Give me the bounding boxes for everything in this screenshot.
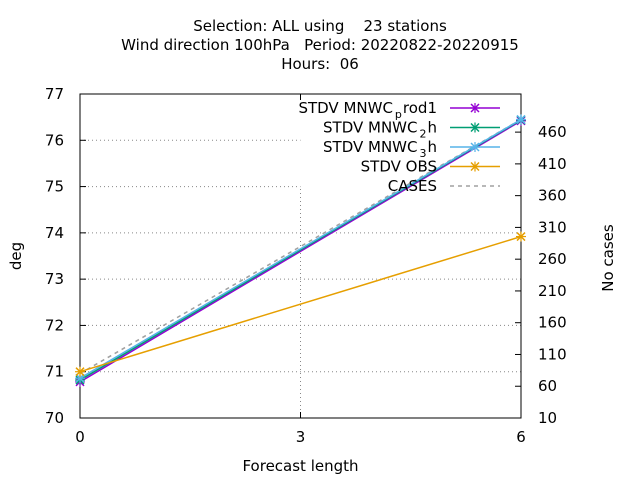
x-tick-label: 3 [296, 428, 306, 446]
y-tick-label: 73 [45, 270, 64, 288]
legend-label: STDV OBS [361, 158, 437, 176]
x-tick-label: 0 [75, 428, 85, 446]
y2-tick-label: 110 [538, 345, 567, 363]
y2-tick-label: 10 [538, 409, 557, 427]
legend-label: STDV MNWC 3h [323, 138, 437, 160]
axes: 0 3 6 70 71 72 73 74 75 76 77 10 60 110 160 210 260 310 36… [45, 85, 567, 446]
y2-axis-label: No cases [599, 224, 617, 292]
y-tick-label: 74 [45, 224, 64, 242]
y2-tick-label: 60 [538, 377, 557, 395]
legend-marker [470, 122, 480, 133]
data-point [516, 231, 526, 242]
y-tick-label: 75 [45, 178, 64, 196]
y2-tick-label: 210 [538, 282, 567, 300]
data-point [75, 366, 85, 377]
x-axis-label: Forecast length [242, 457, 358, 475]
legend-marker [470, 142, 480, 152]
series-line-0 [79, 120, 522, 383]
y2-tick-label: 460 [538, 123, 567, 141]
y-axis-label: deg [7, 242, 25, 270]
grid [80, 139, 521, 418]
x-tick-label: 6 [516, 428, 526, 446]
chart-title-line-1: Selection: ALL using 23 stations [193, 17, 447, 35]
data-point [516, 114, 526, 125]
series-line-2 [79, 118, 522, 379]
legend-marker [470, 161, 480, 172]
series-line-3 [79, 235, 522, 373]
y-tick-label: 77 [45, 85, 64, 103]
y2-tick-label: 260 [538, 250, 567, 268]
legend-marker [470, 103, 480, 113]
chart-title-line-2: Wind direction 100hPa Period: 20220822-2… [121, 36, 519, 54]
y2-tick-label: 360 [538, 187, 567, 205]
y-tick-label: 71 [45, 363, 64, 381]
legend-label: STDV MNWC prod1 [298, 99, 437, 121]
chart-title-line-3: Hours: 06 [281, 55, 359, 73]
legend-label: STDV MNWC 2h [323, 119, 437, 141]
series-group [75, 114, 526, 387]
y-tick-label: 70 [45, 409, 64, 427]
y-tick-label: 76 [45, 131, 64, 149]
y2-tick-label: 410 [538, 155, 567, 173]
y-tick-label: 72 [45, 316, 64, 334]
y2-tick-label: 160 [538, 314, 567, 332]
legend-label: CASES [388, 177, 437, 195]
y2-tick-label: 310 [538, 218, 567, 236]
